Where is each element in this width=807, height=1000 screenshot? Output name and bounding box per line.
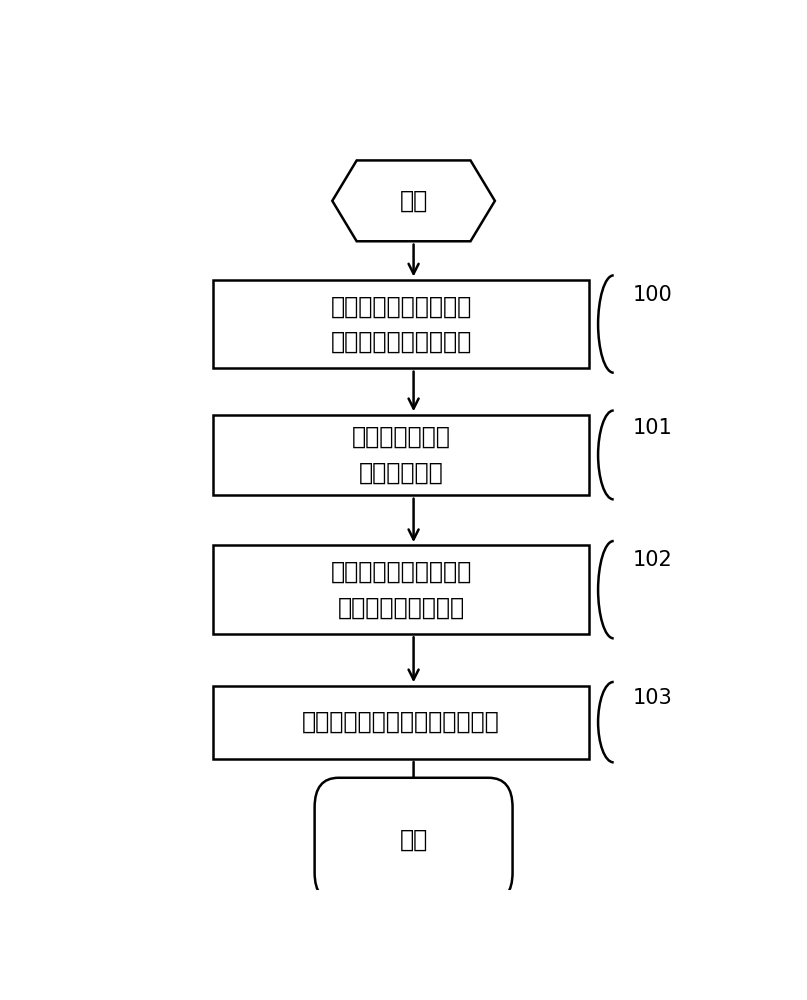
FancyBboxPatch shape xyxy=(213,545,589,634)
Text: 利用三维点云数据生成
待测区域的房间模型: 利用三维点云数据生成 待测区域的房间模型 xyxy=(330,560,472,619)
FancyBboxPatch shape xyxy=(213,415,589,495)
Text: 获取待测区域的
三维点云数据: 获取待测区域的 三维点云数据 xyxy=(352,425,450,485)
Text: 结束: 结束 xyxy=(399,828,428,852)
FancyBboxPatch shape xyxy=(213,280,589,368)
Text: 开始: 开始 xyxy=(399,189,428,213)
Text: 102: 102 xyxy=(633,550,672,570)
Text: 103: 103 xyxy=(633,688,672,708)
Polygon shape xyxy=(332,160,495,241)
FancyBboxPatch shape xyxy=(315,778,512,902)
Text: 在待测区域的墙体的标
高线处设置一反射标记: 在待测区域的墙体的标 高线处设置一反射标记 xyxy=(330,294,472,354)
FancyBboxPatch shape xyxy=(213,686,589,759)
Text: 100: 100 xyxy=(633,285,672,305)
Text: 获取标高线在房间模型中的位置: 获取标高线在房间模型中的位置 xyxy=(302,710,500,734)
Text: 101: 101 xyxy=(633,418,672,438)
